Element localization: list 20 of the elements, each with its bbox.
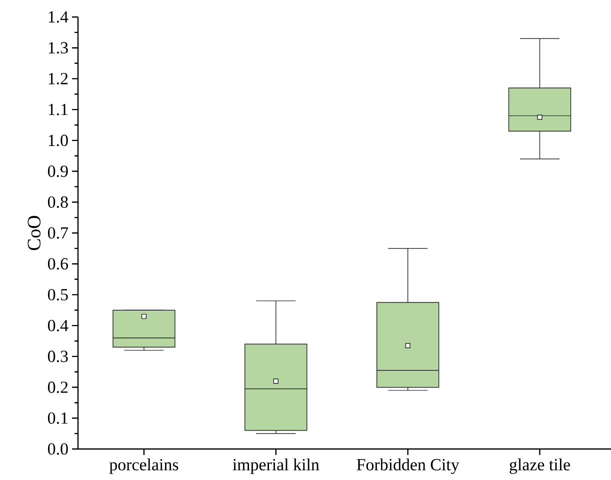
y-tick-label: 0.1 (48, 412, 68, 424)
y-tick-label: 0.3 (48, 350, 68, 362)
y-tick-label: 0.6 (48, 258, 68, 270)
y-tick-label: 0.9 (48, 166, 68, 178)
y-tick-label: 0.8 (48, 196, 68, 208)
y-tick-label: 0.0 (48, 443, 68, 455)
y-tick-label: 1.0 (48, 134, 68, 146)
y-tick-label: 0.4 (48, 320, 68, 332)
y-tick-label: 0.5 (48, 288, 68, 300)
x-tick-label: imperial kiln (232, 458, 320, 474)
y-tick-label: 1.4 (48, 11, 68, 23)
y-axis-title: CoO (28, 216, 40, 250)
x-tick-label: porcelains (109, 458, 178, 474)
x-tick-label: Forbidden City (356, 458, 460, 474)
y-tick-label: 1.3 (48, 42, 68, 54)
x-tick-label: glaze tile (510, 458, 570, 474)
y-tick-label: 1.1 (48, 104, 68, 116)
y-tick-label: 0.7 (48, 227, 68, 239)
y-tick-label: 1.2 (48, 72, 68, 84)
y-tick-label: 0.2 (48, 382, 68, 394)
